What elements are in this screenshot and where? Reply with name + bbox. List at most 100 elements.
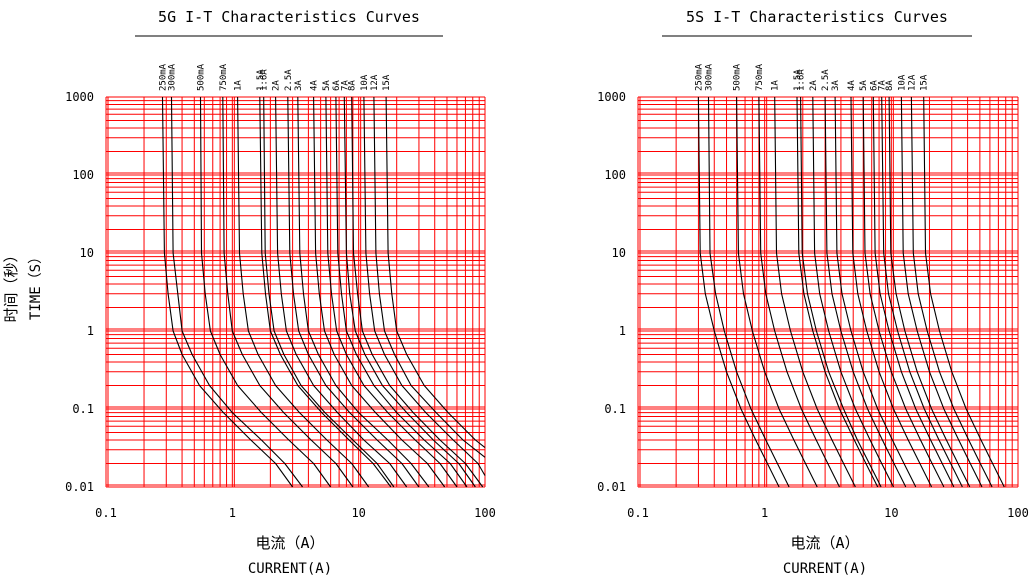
curve-750mA bbox=[758, 96, 840, 488]
y-axis-label-cn: 时间（秒） bbox=[2, 247, 20, 322]
curve-2A bbox=[275, 96, 408, 488]
series-labels: 250mA 300mA 500mA 750mA 1A 1.5A1.6A 2A 2.5A 3A 4A… bbox=[159, 63, 393, 91]
curve-15A bbox=[385, 96, 486, 449]
y-tick-labels: 0.01 0.1 1 10 100 1000 bbox=[65, 90, 94, 494]
y-tick-label: 10 bbox=[80, 246, 94, 260]
y-tick-label: 1 bbox=[87, 324, 94, 338]
curve-500mA bbox=[736, 96, 818, 488]
series-label: 1A bbox=[234, 80, 244, 91]
y-tick-label: 0.01 bbox=[597, 480, 626, 494]
x-tick-label: 1 bbox=[229, 506, 236, 520]
series-label: 12A bbox=[907, 74, 917, 91]
y-tick-labels: 0.01 0.1 1 10 100 1000 bbox=[597, 90, 626, 494]
curve-8A bbox=[888, 96, 971, 488]
x-tick-label: 100 bbox=[1007, 506, 1029, 520]
series-label: 1.6A bbox=[797, 69, 807, 91]
series-label: 4A bbox=[847, 80, 857, 91]
series-label: 10A bbox=[360, 74, 370, 91]
y-tick-label: 100 bbox=[604, 168, 626, 182]
y-tick-label: 1000 bbox=[65, 90, 94, 104]
series-label: 2.5A bbox=[821, 69, 831, 91]
series-labels: 250mA 300mA 500mA 750mA 1A 1.5A1.6A 2A 2.5A 3A 4A… bbox=[694, 63, 929, 91]
curve-300mA bbox=[707, 96, 790, 488]
x-tick-label: 10 bbox=[351, 506, 365, 520]
series-label: 4A bbox=[310, 80, 320, 91]
curve-250mA bbox=[161, 96, 294, 488]
x-tick-label: 1 bbox=[761, 506, 768, 520]
chart-title: 5G I-T Characteristics Curves bbox=[158, 8, 420, 26]
curves bbox=[161, 96, 486, 488]
series-label: 3A bbox=[294, 80, 304, 91]
series-label: 10A bbox=[897, 74, 907, 91]
series-label: 2A bbox=[809, 80, 819, 91]
series-label: 7A bbox=[340, 80, 350, 91]
y-tick-label: 10 bbox=[612, 246, 626, 260]
series-label: 750mA bbox=[219, 63, 229, 91]
x-tick-label: 100 bbox=[474, 506, 496, 520]
y-tick-label: 1 bbox=[619, 324, 626, 338]
curve-1.6A bbox=[263, 96, 395, 488]
curve-500mA bbox=[199, 96, 332, 488]
curve-750mA bbox=[222, 96, 354, 488]
curve-5A bbox=[862, 96, 945, 488]
curve-6A bbox=[872, 96, 955, 488]
series-label: 500mA bbox=[197, 63, 207, 91]
curve-15A bbox=[923, 96, 1005, 488]
curve-1.5A bbox=[796, 96, 879, 488]
series-label: 1A bbox=[771, 80, 781, 91]
series-label: 1.6A bbox=[260, 69, 270, 91]
grid bbox=[637, 96, 1019, 488]
x-axis-label-cn: 电流（A） bbox=[255, 534, 324, 552]
chart-5g: 5G I-T Characteristics Curves 250mA 300mA… bbox=[2, 8, 496, 577]
series-label: 6A bbox=[332, 80, 342, 91]
curve-12A bbox=[373, 96, 486, 458]
curve-300mA bbox=[170, 96, 304, 488]
curve-3A bbox=[297, 96, 430, 488]
curve-4A bbox=[850, 96, 933, 488]
series-label: 300mA bbox=[168, 63, 178, 91]
x-tick-label: 0.1 bbox=[95, 506, 117, 520]
series-label: 1.5A bbox=[793, 69, 803, 91]
curve-2.5A bbox=[287, 96, 420, 488]
curve-4A bbox=[313, 96, 446, 488]
curve-10A bbox=[363, 96, 486, 476]
curve-2.5A bbox=[824, 96, 907, 488]
curve-7A bbox=[343, 96, 476, 488]
grid bbox=[105, 96, 486, 488]
x-tick-labels: 0.1 1 10 100 bbox=[95, 506, 496, 520]
curve-3A bbox=[834, 96, 917, 488]
x-axis-label: CURRENT(A) bbox=[783, 561, 867, 577]
series-label: 15A bbox=[920, 74, 930, 91]
series-label: 7A bbox=[878, 80, 888, 91]
series-label: 5A bbox=[322, 80, 332, 91]
series-label: 300mA bbox=[705, 63, 715, 91]
curve-5A bbox=[325, 96, 458, 488]
curve-12A bbox=[910, 96, 993, 488]
series-label: 6A bbox=[869, 80, 879, 91]
curve-2A bbox=[812, 96, 894, 488]
curve-1A bbox=[774, 96, 856, 488]
y-axis-label: TIME（S） bbox=[28, 250, 44, 320]
x-axis-label: CURRENT(A) bbox=[248, 561, 332, 577]
x-axis-label-cn: 电流（A） bbox=[790, 534, 859, 552]
x-tick-label: 10 bbox=[884, 506, 898, 520]
chart-title: 5S I-T Characteristics Curves bbox=[686, 8, 948, 26]
y-tick-label: 100 bbox=[72, 168, 94, 182]
series-label: 8A bbox=[885, 80, 895, 91]
x-tick-label: 0.1 bbox=[627, 506, 649, 520]
y-tick-label: 0.1 bbox=[604, 402, 626, 416]
curve-250mA bbox=[697, 96, 780, 488]
curve-6A bbox=[335, 96, 468, 488]
series-label: 250mA bbox=[159, 63, 169, 91]
curve-8A bbox=[351, 96, 484, 488]
curve-1A bbox=[237, 96, 370, 488]
series-label: 12A bbox=[370, 74, 380, 91]
curve-10A bbox=[900, 96, 983, 488]
series-label: 15A bbox=[382, 74, 392, 91]
series-label: 250mA bbox=[694, 63, 704, 91]
series-label: 500mA bbox=[733, 63, 743, 91]
y-tick-label: 0.1 bbox=[72, 402, 94, 416]
curve-1.6A bbox=[800, 96, 882, 488]
curves bbox=[697, 96, 1005, 488]
